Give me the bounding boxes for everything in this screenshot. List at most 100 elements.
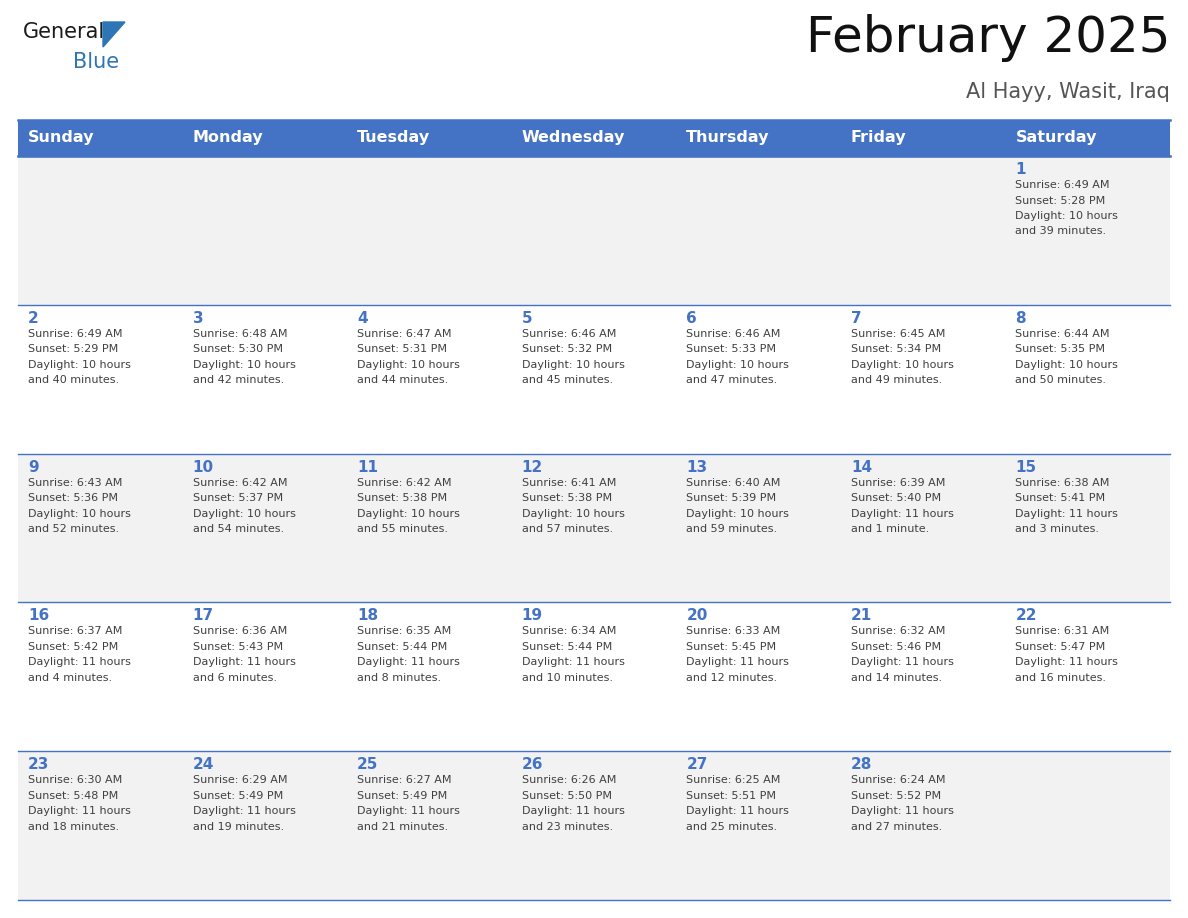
Text: and 4 minutes.: and 4 minutes. <box>29 673 112 683</box>
Text: 6: 6 <box>687 311 697 326</box>
Text: Sunset: 5:40 PM: Sunset: 5:40 PM <box>851 493 941 503</box>
Bar <box>347 305 512 453</box>
Bar <box>512 156 676 305</box>
Text: Tuesday: Tuesday <box>358 130 430 145</box>
Bar <box>18 120 183 156</box>
Text: Monday: Monday <box>192 130 264 145</box>
Bar <box>841 453 1005 602</box>
Text: Daylight: 11 hours: Daylight: 11 hours <box>192 657 296 667</box>
Text: Sunset: 5:30 PM: Sunset: 5:30 PM <box>192 344 283 354</box>
Text: Sunset: 5:46 PM: Sunset: 5:46 PM <box>851 642 941 652</box>
Bar <box>18 602 183 751</box>
Bar <box>347 120 512 156</box>
Text: and 54 minutes.: and 54 minutes. <box>192 524 284 534</box>
Text: and 39 minutes.: and 39 minutes. <box>1016 227 1106 237</box>
Bar <box>512 751 676 900</box>
Text: Daylight: 11 hours: Daylight: 11 hours <box>522 657 625 667</box>
Bar <box>347 156 512 305</box>
Text: and 45 minutes.: and 45 minutes. <box>522 375 613 386</box>
Bar <box>347 751 512 900</box>
Text: Daylight: 11 hours: Daylight: 11 hours <box>358 657 460 667</box>
Text: and 18 minutes.: and 18 minutes. <box>29 822 119 832</box>
Bar <box>841 751 1005 900</box>
Text: 3: 3 <box>192 311 203 326</box>
Text: Daylight: 11 hours: Daylight: 11 hours <box>1016 657 1118 667</box>
Text: Sunset: 5:41 PM: Sunset: 5:41 PM <box>1016 493 1106 503</box>
Text: Daylight: 10 hours: Daylight: 10 hours <box>192 509 296 519</box>
Text: and 57 minutes.: and 57 minutes. <box>522 524 613 534</box>
Text: Sunset: 5:37 PM: Sunset: 5:37 PM <box>192 493 283 503</box>
Text: and 42 minutes.: and 42 minutes. <box>192 375 284 386</box>
Text: Daylight: 11 hours: Daylight: 11 hours <box>1016 509 1118 519</box>
Text: Daylight: 10 hours: Daylight: 10 hours <box>358 509 460 519</box>
Text: and 23 minutes.: and 23 minutes. <box>522 822 613 832</box>
Text: 9: 9 <box>29 460 39 475</box>
Text: Saturday: Saturday <box>1016 130 1097 145</box>
Text: Sunset: 5:39 PM: Sunset: 5:39 PM <box>687 493 777 503</box>
Text: Sunrise: 6:46 AM: Sunrise: 6:46 AM <box>687 329 781 339</box>
Text: and 8 minutes.: and 8 minutes. <box>358 673 441 683</box>
Text: Sunset: 5:29 PM: Sunset: 5:29 PM <box>29 344 119 354</box>
Text: and 55 minutes.: and 55 minutes. <box>358 524 448 534</box>
Bar <box>18 156 183 305</box>
Text: Sunrise: 6:27 AM: Sunrise: 6:27 AM <box>358 775 451 785</box>
Text: 8: 8 <box>1016 311 1026 326</box>
Text: 23: 23 <box>29 757 50 772</box>
Bar <box>347 602 512 751</box>
Text: Daylight: 11 hours: Daylight: 11 hours <box>851 657 954 667</box>
Text: 26: 26 <box>522 757 543 772</box>
Text: Sunset: 5:43 PM: Sunset: 5:43 PM <box>192 642 283 652</box>
Text: Sunrise: 6:49 AM: Sunrise: 6:49 AM <box>29 329 122 339</box>
Text: Sunrise: 6:39 AM: Sunrise: 6:39 AM <box>851 477 946 487</box>
Text: Sunset: 5:35 PM: Sunset: 5:35 PM <box>1016 344 1105 354</box>
Text: Daylight: 11 hours: Daylight: 11 hours <box>851 509 954 519</box>
Text: Sunset: 5:32 PM: Sunset: 5:32 PM <box>522 344 612 354</box>
Bar <box>183 305 347 453</box>
Text: Sunrise: 6:47 AM: Sunrise: 6:47 AM <box>358 329 451 339</box>
Text: Sunrise: 6:29 AM: Sunrise: 6:29 AM <box>192 775 287 785</box>
Text: Sunset: 5:48 PM: Sunset: 5:48 PM <box>29 790 119 800</box>
Text: Daylight: 10 hours: Daylight: 10 hours <box>687 360 789 370</box>
Text: Sunrise: 6:44 AM: Sunrise: 6:44 AM <box>1016 329 1110 339</box>
Text: and 19 minutes.: and 19 minutes. <box>192 822 284 832</box>
Text: 7: 7 <box>851 311 861 326</box>
Text: Sunrise: 6:38 AM: Sunrise: 6:38 AM <box>1016 477 1110 487</box>
Text: 14: 14 <box>851 460 872 475</box>
Text: 11: 11 <box>358 460 378 475</box>
Text: 17: 17 <box>192 609 214 623</box>
Text: Al Hayy, Wasit, Iraq: Al Hayy, Wasit, Iraq <box>966 82 1170 102</box>
Bar <box>1005 751 1170 900</box>
Text: Sunset: 5:45 PM: Sunset: 5:45 PM <box>687 642 777 652</box>
Text: and 14 minutes.: and 14 minutes. <box>851 673 942 683</box>
Text: Daylight: 10 hours: Daylight: 10 hours <box>687 509 789 519</box>
Text: 20: 20 <box>687 609 708 623</box>
Bar <box>841 602 1005 751</box>
Text: 25: 25 <box>358 757 379 772</box>
Bar <box>18 751 183 900</box>
Text: Sunrise: 6:25 AM: Sunrise: 6:25 AM <box>687 775 781 785</box>
Text: Sunset: 5:44 PM: Sunset: 5:44 PM <box>522 642 612 652</box>
Text: and 6 minutes.: and 6 minutes. <box>192 673 277 683</box>
Text: Sunset: 5:36 PM: Sunset: 5:36 PM <box>29 493 118 503</box>
Text: Sunrise: 6:42 AM: Sunrise: 6:42 AM <box>358 477 451 487</box>
Text: Sunrise: 6:42 AM: Sunrise: 6:42 AM <box>192 477 287 487</box>
Text: 2: 2 <box>29 311 39 326</box>
Text: 4: 4 <box>358 311 368 326</box>
Text: and 40 minutes.: and 40 minutes. <box>29 375 119 386</box>
Text: Sunset: 5:42 PM: Sunset: 5:42 PM <box>29 642 119 652</box>
Text: Daylight: 10 hours: Daylight: 10 hours <box>1016 211 1118 221</box>
Text: and 10 minutes.: and 10 minutes. <box>522 673 613 683</box>
Text: Daylight: 11 hours: Daylight: 11 hours <box>358 806 460 816</box>
Text: Sunday: Sunday <box>29 130 95 145</box>
Bar <box>183 453 347 602</box>
Text: Sunset: 5:38 PM: Sunset: 5:38 PM <box>358 493 447 503</box>
Bar <box>676 602 841 751</box>
Bar <box>676 751 841 900</box>
Bar <box>512 120 676 156</box>
Text: Daylight: 11 hours: Daylight: 11 hours <box>29 657 131 667</box>
Text: Daylight: 11 hours: Daylight: 11 hours <box>687 806 789 816</box>
Text: Sunset: 5:49 PM: Sunset: 5:49 PM <box>358 790 448 800</box>
Text: 22: 22 <box>1016 609 1037 623</box>
Text: 15: 15 <box>1016 460 1037 475</box>
Text: Sunrise: 6:30 AM: Sunrise: 6:30 AM <box>29 775 122 785</box>
